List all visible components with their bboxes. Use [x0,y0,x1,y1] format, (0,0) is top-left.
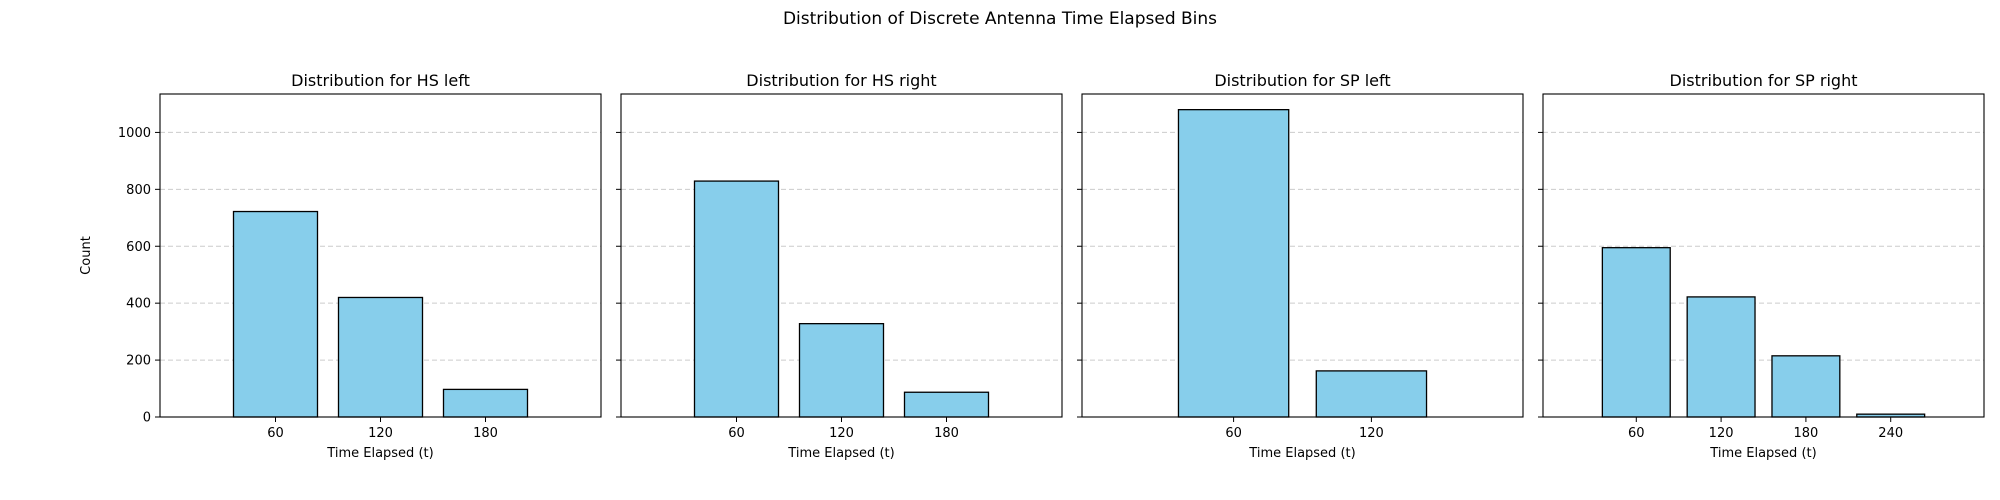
x-tick-label: 180 [934,426,959,441]
subplot-title: Distribution for HS right [746,71,936,90]
x-tick-label: 120 [368,426,393,441]
x-tick-label: 120 [1709,426,1734,441]
y-tick-label: 800 [126,183,151,198]
x-tick-label: 60 [1628,426,1645,441]
axes-frame [1081,93,1524,418]
x-tick-label: 120 [829,426,854,441]
bar-120 [798,323,885,418]
bar-180 [903,391,990,418]
bar-120 [1686,296,1756,418]
subplot-title: Distribution for SP left [1214,71,1390,90]
x-axis-label: Time Elapsed (t) [1248,446,1355,461]
x-axis-label: Time Elapsed (t) [787,446,894,461]
figure-suptitle: Distribution of Discrete Antenna Time El… [783,9,1217,29]
subplot-4: 60 120 180 240 Distribution for SP right Time… [1538,71,1985,461]
x-tick-label: 60 [1225,426,1242,441]
y-tick-label: 0 [143,411,151,426]
bar-120 [337,296,424,418]
bar-180 [442,388,529,418]
axes-frame [1542,93,1985,418]
subplot-1: 0 200 400 600 800 1000 60 120 180 Distribution fo… [79,71,602,461]
bar-60 [1177,109,1290,418]
bar-120 [1315,370,1428,418]
x-tick-label: 240 [1878,426,1903,441]
y-axis-label: Count [79,236,94,275]
y-tick-label: 1000 [118,126,151,141]
bar-60 [1601,247,1671,418]
bar-60 [232,210,319,418]
x-tick-label: 60 [728,426,745,441]
x-tick-label: 180 [1793,426,1818,441]
y-tick-label: 600 [126,240,151,255]
panels: 0 200 400 600 800 1000 60 120 180 Distribution fo… [79,71,1985,461]
y-tick-label: 400 [126,297,151,312]
subplot-title: Distribution for SP right [1670,71,1858,90]
x-axis-label: Time Elapsed (t) [326,446,433,461]
bar-60 [693,180,780,418]
subplot-2: 60 120 180 Distribution for HS right Time El… [616,71,1063,461]
y-tick-label: 200 [126,354,151,369]
bar-180 [1771,355,1841,418]
x-tick-label: 120 [1359,426,1384,441]
x-axis-label: Time Elapsed (t) [1709,446,1816,461]
x-tick-label: 180 [473,426,498,441]
subplot-3: 60 120 Distribution for SP left Time Elapse… [1077,71,1524,461]
subplot-title: Distribution for HS left [291,71,470,90]
x-tick-label: 60 [267,426,284,441]
